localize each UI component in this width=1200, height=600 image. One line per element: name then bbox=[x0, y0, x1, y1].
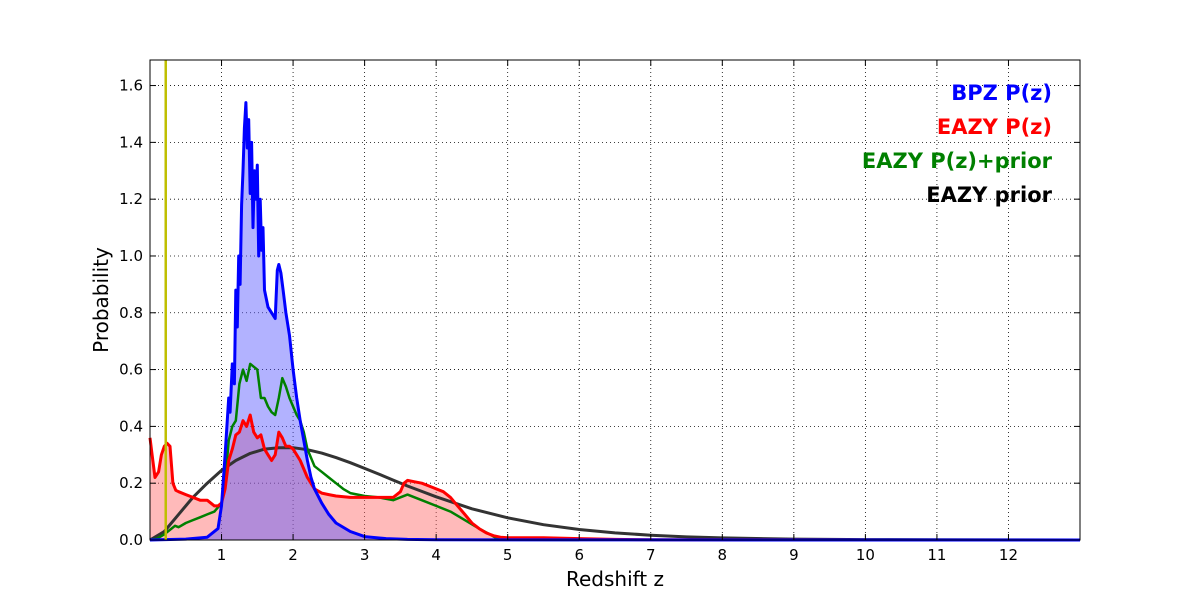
x-axis-label: Redshift z bbox=[566, 567, 664, 591]
x-tick-label: 11 bbox=[927, 546, 946, 564]
y-tick-label: 0.4 bbox=[119, 417, 143, 435]
y-tick-label: 0.2 bbox=[119, 474, 143, 492]
x-tick-label: 9 bbox=[789, 546, 799, 564]
x-tick-label: 7 bbox=[646, 546, 656, 564]
legend: BPZ P(z) EAZY P(z) EAZY P(z)+prior EAZY pri… bbox=[862, 81, 1053, 207]
y-tick-label: 0.0 bbox=[119, 531, 143, 549]
series-line-0 bbox=[149, 101, 1080, 542]
x-tick-label: 3 bbox=[360, 546, 370, 564]
legend-entry-2: EAZY P(z)+prior bbox=[862, 149, 1053, 173]
series-fill-1 bbox=[150, 415, 1080, 540]
y-tick-label: 1.0 bbox=[119, 247, 143, 265]
series-line-1 bbox=[148, 413, 1081, 542]
legend-entry-3: EAZY prior bbox=[926, 183, 1052, 207]
legend-entry-1: EAZY P(z) bbox=[937, 115, 1052, 139]
grid bbox=[150, 60, 1080, 540]
x-tick-label: 2 bbox=[288, 546, 298, 564]
plot-area bbox=[148, 101, 1081, 542]
y-tick-label: 0.6 bbox=[119, 361, 143, 379]
y-tick-label: 1.4 bbox=[119, 133, 143, 151]
x-tick-label: 6 bbox=[574, 546, 584, 564]
x-tick-label: 1 bbox=[217, 546, 227, 564]
x-tick-label: 10 bbox=[856, 546, 875, 564]
y-tick-label: 1.6 bbox=[119, 77, 143, 95]
plot-frame bbox=[149, 59, 1081, 541]
x-tick-label: 5 bbox=[503, 546, 513, 564]
series-line-2 bbox=[149, 362, 580, 542]
axis-ticks: 1 2 3 4 5 6 7 8 9 10 11 120.00.20.40.60.81.01.21.41… bbox=[119, 60, 1080, 564]
legend-entry-0: BPZ P(z) bbox=[951, 81, 1052, 105]
y-tick-label: 1.2 bbox=[119, 190, 143, 208]
y-axis-label: Probability bbox=[89, 247, 113, 353]
x-tick-label: 4 bbox=[431, 546, 441, 564]
x-tick-label: 12 bbox=[999, 546, 1018, 564]
x-tick-label: 8 bbox=[718, 546, 728, 564]
series-fill-0 bbox=[150, 102, 1080, 540]
y-tick-label: 0.8 bbox=[119, 304, 143, 322]
